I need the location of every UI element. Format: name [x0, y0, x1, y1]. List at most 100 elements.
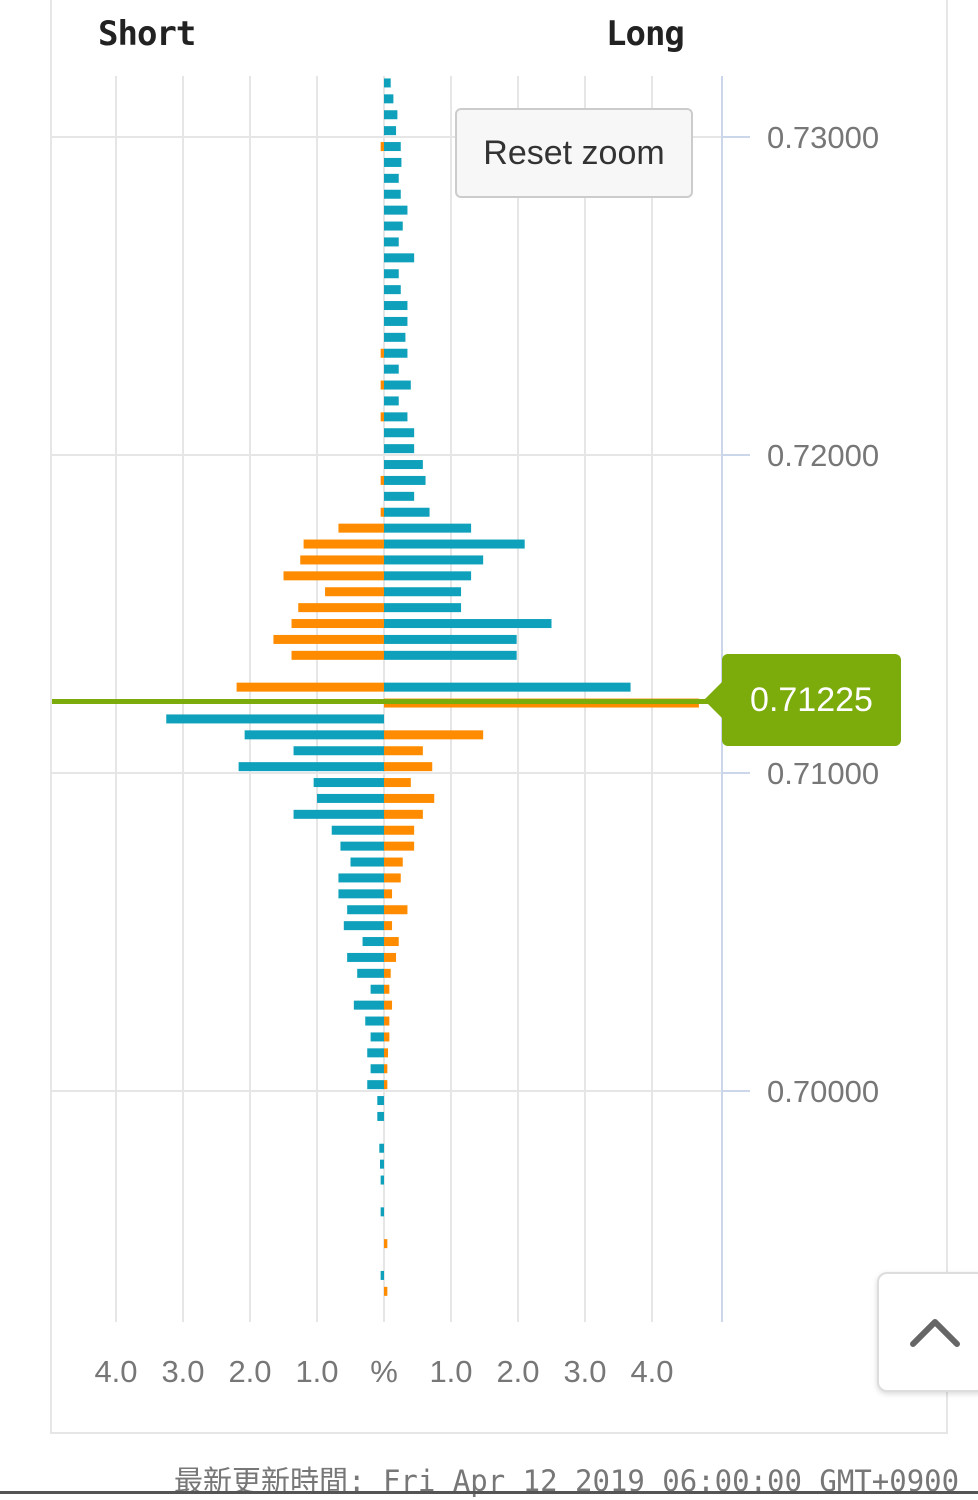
bar-series-0 — [384, 348, 408, 358]
current-price-marker: 0.71225 — [704, 654, 901, 746]
scroll-to-top-button[interactable] — [877, 1272, 978, 1392]
bar-series-0 — [384, 253, 415, 263]
bar-series-0 — [384, 460, 423, 470]
x-axis-tick-label: 1.0 — [429, 1354, 472, 1389]
bar-series-0 — [357, 968, 384, 978]
bar-series-0 — [384, 634, 517, 644]
bar-series-1 — [291, 619, 384, 629]
short-label: Short — [98, 14, 196, 54]
x-axis-tick-label: 4.0 — [94, 1354, 137, 1389]
bar-series-1 — [384, 937, 399, 947]
bar-series-1 — [384, 1048, 389, 1058]
bar-series-0 — [370, 1032, 384, 1042]
bar-series-1 — [300, 555, 384, 565]
bar-series-0 — [370, 1064, 384, 1074]
bar-series-0 — [380, 1175, 384, 1185]
bar-series-0 — [384, 507, 430, 517]
bar-series-0 — [377, 1111, 384, 1121]
bar-series-0 — [384, 94, 394, 104]
bar-series-1 — [384, 905, 408, 915]
bottom-divider — [0, 1491, 978, 1494]
chevron-up-icon — [910, 1319, 960, 1347]
bar-series-0 — [347, 905, 384, 915]
bar-series-1 — [380, 412, 384, 422]
bar-series-0 — [384, 237, 399, 247]
current-price-label: 0.71225 — [750, 680, 873, 719]
bar-series-1 — [384, 809, 423, 819]
bar-series-0 — [347, 952, 384, 962]
bar-series-0 — [384, 380, 411, 390]
bar-series-1 — [384, 968, 391, 978]
bar-series-0 — [380, 1207, 384, 1217]
bar-series-0 — [384, 301, 408, 311]
bar-series-0 — [343, 921, 384, 931]
x-axis-tick-label: 4.0 — [630, 1354, 673, 1389]
bar-series-1 — [384, 762, 433, 772]
y-axis-tick-label: 0.70000 — [767, 1074, 879, 1109]
bar-series-1 — [338, 523, 384, 533]
bar-series-1 — [236, 682, 384, 692]
bar-series-1 — [384, 1239, 388, 1249]
bar-series-0 — [365, 1016, 384, 1026]
bar-series-1 — [384, 984, 390, 994]
x-axis-tick-label: % — [370, 1354, 398, 1389]
bar-series-0 — [384, 555, 484, 565]
bar-series-0 — [384, 269, 399, 279]
bar-series-0 — [238, 762, 384, 772]
bar-series-0 — [384, 142, 401, 152]
bar-series-0 — [384, 316, 408, 326]
bar-series-0 — [384, 221, 403, 231]
x-axis-tick-label: 2.0 — [496, 1354, 539, 1389]
bar-series-1 — [303, 539, 384, 549]
bar-series-0 — [384, 285, 401, 295]
bar-series-0 — [380, 1270, 384, 1280]
bar-series-0 — [384, 587, 462, 597]
bar-series-1 — [298, 603, 384, 613]
bar-series-0 — [350, 857, 384, 867]
bar-series-0 — [370, 984, 384, 994]
bar-series-0 — [293, 809, 384, 819]
bar-series-0 — [379, 1159, 384, 1169]
bar-series-0 — [166, 714, 384, 724]
bar-series-0 — [384, 110, 398, 120]
bar-series-1 — [384, 1016, 390, 1026]
bar-series-1 — [273, 634, 384, 644]
bar-series-1 — [384, 1032, 390, 1042]
bar-series-0 — [384, 428, 415, 438]
bar-series-1 — [384, 857, 403, 867]
bar-series-0 — [384, 78, 391, 88]
bar-series-0 — [384, 571, 472, 581]
x-axis-tick-label: 2.0 — [228, 1354, 271, 1389]
bar-series-0 — [384, 364, 399, 374]
bar-series-0 — [353, 1000, 384, 1010]
bar-series-1 — [384, 841, 415, 851]
bar-series-0 — [338, 873, 384, 883]
bar-series-1 — [384, 1064, 388, 1074]
bar-series-0 — [384, 126, 397, 136]
bar-series-0 — [384, 475, 426, 485]
bar-series-0 — [384, 157, 402, 167]
bar-series-1 — [384, 793, 435, 803]
bar-series-0 — [338, 889, 384, 899]
y-axis-tick-label: 0.72000 — [767, 438, 879, 473]
bar-series-0 — [384, 412, 408, 422]
bar-series-0 — [367, 1048, 384, 1058]
bar-series-0 — [384, 682, 631, 692]
bar-series-0 — [384, 650, 517, 660]
y-axis-tick-label: 0.73000 — [767, 120, 879, 155]
x-axis-tick-label: 3.0 — [563, 1354, 606, 1389]
bar-series-1 — [380, 507, 384, 517]
bar-series-1 — [291, 650, 384, 660]
bar-series-0 — [293, 746, 384, 756]
reset-zoom-button[interactable]: Reset zoom — [455, 108, 693, 198]
bar-series-0 — [313, 778, 384, 788]
bar-series-0 — [384, 332, 406, 342]
bar-series-0 — [384, 539, 525, 549]
chart-frame — [50, 0, 948, 1434]
bar-series-0 — [384, 189, 401, 199]
bar-series-1 — [384, 1286, 388, 1296]
bar-series-0 — [331, 825, 384, 835]
bar-series-1 — [384, 889, 393, 899]
bar-series-0 — [384, 619, 552, 629]
